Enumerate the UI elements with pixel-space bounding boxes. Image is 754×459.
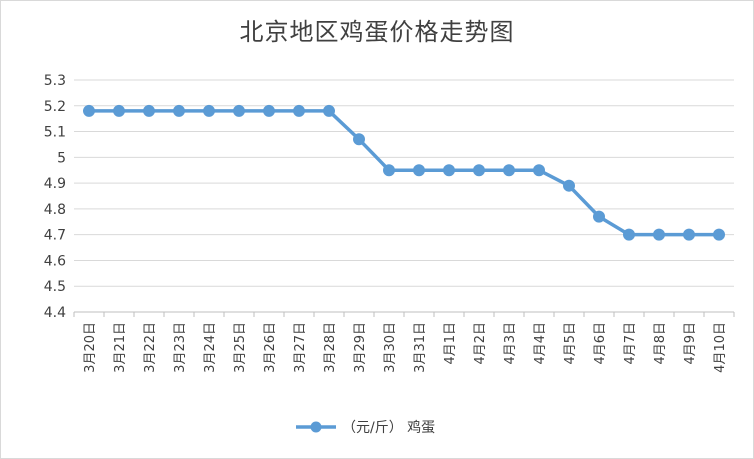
series-line (89, 109, 719, 237)
x-tick-label: 4月6日 (593, 322, 608, 365)
data-point (653, 228, 665, 241)
y-tick-label: 5.3 (44, 73, 66, 89)
data-point (383, 164, 395, 177)
y-tick-label: 4.9 (44, 176, 66, 192)
data-point (683, 228, 695, 241)
y-tick-label: 4.6 (44, 253, 66, 269)
x-tick-label: 4月7日 (623, 322, 638, 365)
y-tick-label: 4.7 (44, 228, 66, 244)
data-point (83, 104, 95, 117)
data-point (623, 228, 635, 241)
axes (73, 311, 735, 317)
x-tick-label: 4月10日 (713, 322, 728, 373)
data-point (203, 104, 215, 117)
y-tick-label: 4.8 (44, 202, 66, 218)
data-point (443, 164, 455, 177)
data-point (563, 179, 575, 192)
data-point (413, 164, 425, 177)
data-point (533, 164, 545, 177)
y-tick-label: 4.5 (44, 279, 66, 295)
x-tick-label: 3月23日 (173, 322, 188, 373)
y-tick-label: 5 (57, 150, 66, 166)
data-point (353, 133, 365, 146)
data-point (233, 104, 245, 117)
legend-label: （元/斤） 鸡蛋 (342, 419, 435, 436)
data-point (713, 228, 725, 241)
x-tick-label: 4月2日 (473, 322, 488, 365)
x-tick-label: 3月25日 (233, 322, 248, 373)
series-layer (83, 104, 725, 241)
x-tick-label: 3月21日 (113, 322, 128, 373)
x-tick-label: 4月8日 (653, 322, 668, 365)
gridlines (74, 79, 734, 287)
x-tick-label: 4月4日 (533, 322, 548, 365)
y-tick-label: 5.2 (44, 99, 66, 115)
x-tick-label: 3月22日 (143, 322, 158, 373)
y-tick-label: 5.1 (44, 125, 66, 141)
chart-title: 北京地区鸡蛋价格走势图 (239, 18, 515, 46)
x-tick-label: 3月28日 (323, 322, 338, 373)
x-tick-label: 4月5日 (563, 322, 578, 365)
x-axis-ticks: 3月20日 3月21日 3月22日 3月23日 3月24日 3月25日 3月26日 3月27日… (83, 322, 728, 373)
data-point (113, 104, 125, 117)
x-tick-label: 4月9日 (683, 322, 698, 365)
legend-marker (310, 421, 322, 433)
x-tick-label: 3月20日 (83, 322, 98, 373)
x-tick-label: 3月24日 (203, 322, 218, 373)
x-tick-label: 3月27日 (293, 322, 308, 373)
data-point (593, 210, 605, 223)
x-tick-label: 4月3日 (503, 322, 518, 365)
legend: （元/斤） 鸡蛋 (296, 419, 435, 436)
y-axis-ticks: 5.3 5.2 5.1 5 4.9 4.8 4.7 4.6 4.5 4.4 (44, 73, 66, 321)
data-point (173, 104, 185, 117)
data-point (143, 104, 155, 117)
data-point (323, 104, 335, 117)
data-point (503, 164, 515, 177)
x-tick-label: 3月30日 (383, 322, 398, 373)
x-tick-label: 3月26日 (263, 322, 278, 373)
x-tick-label: 3月31日 (413, 322, 428, 373)
data-point (263, 104, 275, 117)
x-tick-label: 3月29日 (353, 322, 368, 373)
data-point (473, 164, 485, 177)
y-tick-label: 4.4 (44, 305, 66, 321)
data-point (293, 104, 305, 117)
x-tick-label: 4月1日 (443, 322, 458, 365)
